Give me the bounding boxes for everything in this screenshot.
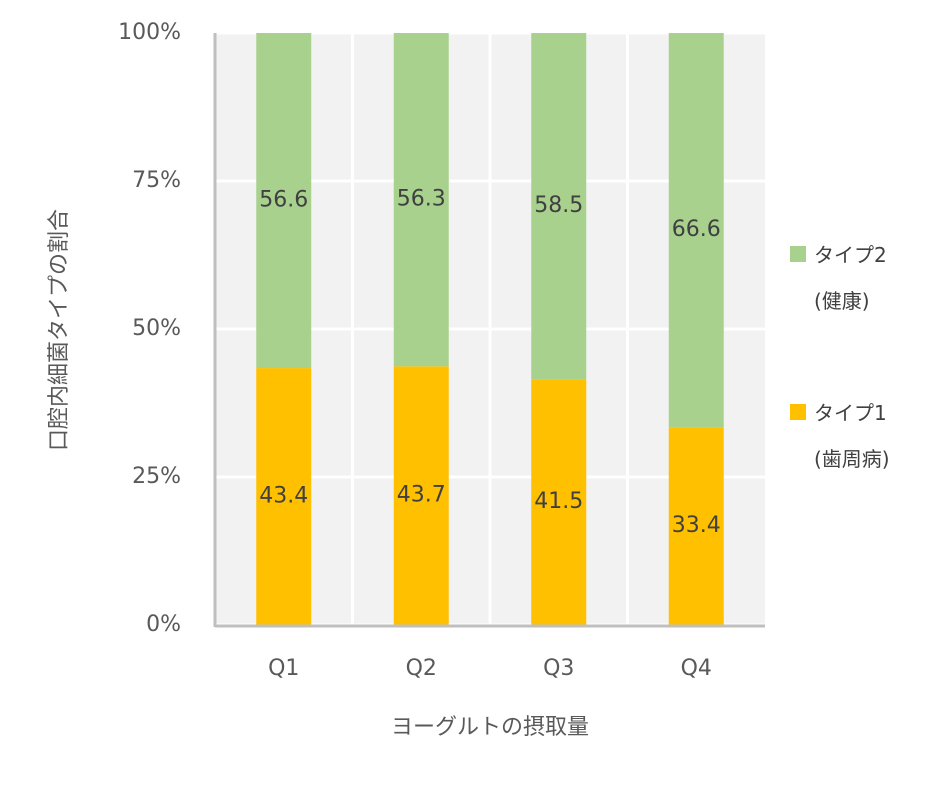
y-tick-label: 0% xyxy=(146,612,181,637)
y-axis-title: 口腔内細菌タイプの割合 xyxy=(47,209,72,451)
value-label: 43.4 xyxy=(259,484,308,509)
bar-segment xyxy=(256,368,312,625)
bar-segment xyxy=(393,366,449,625)
x-axis-title: ヨーグルトの摂取量 xyxy=(391,715,589,740)
y-tick-label: 25% xyxy=(132,464,181,489)
bar-segment xyxy=(256,33,312,369)
value-label: 33.4 xyxy=(672,513,721,538)
value-label: 56.3 xyxy=(397,187,446,212)
legend-label: タイプ2 (健康) xyxy=(814,243,887,313)
legend-swatch xyxy=(790,246,806,262)
legend-entry: タイプ2 (健康) xyxy=(790,232,887,324)
value-label: 66.6 xyxy=(672,217,721,242)
y-tick-label: 100% xyxy=(118,20,181,45)
legend-label: タイプ1 (歯周病) xyxy=(814,401,890,471)
value-label: 56.6 xyxy=(259,188,308,213)
bar-segment xyxy=(393,33,449,367)
bar-segment xyxy=(531,379,587,625)
x-tick-label: Q2 xyxy=(406,656,437,681)
bar-segment xyxy=(668,33,724,428)
value-label: 41.5 xyxy=(534,489,583,514)
y-tick-label: 75% xyxy=(132,168,181,193)
legend-entry: タイプ1 (歯周病) xyxy=(790,390,890,482)
bar-segment xyxy=(668,427,724,625)
legend-swatch xyxy=(790,404,806,420)
x-tick-label: Q4 xyxy=(681,656,712,681)
bar-segment xyxy=(531,33,587,380)
value-label: 43.7 xyxy=(397,483,446,508)
x-tick-label: Q1 xyxy=(268,656,299,681)
y-tick-label: 50% xyxy=(132,316,181,341)
value-label: 58.5 xyxy=(534,193,583,218)
x-tick-label: Q3 xyxy=(543,656,574,681)
